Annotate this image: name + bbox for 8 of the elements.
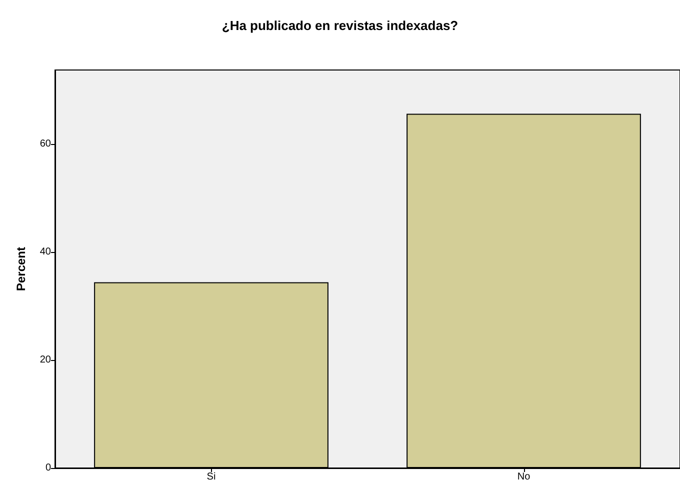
y-tick-label: 0 xyxy=(45,462,52,474)
chart-title: ¿Ha publicado en revistas indexadas? xyxy=(222,18,458,33)
x-tick-label: Si xyxy=(206,472,216,482)
y-tick-label: 40 xyxy=(40,246,52,258)
y-tick-label: 60 xyxy=(40,138,52,150)
y-axis-title: Percent xyxy=(14,246,28,292)
x-tick-label: No xyxy=(517,472,531,482)
y-tick-label: 20 xyxy=(40,354,52,366)
